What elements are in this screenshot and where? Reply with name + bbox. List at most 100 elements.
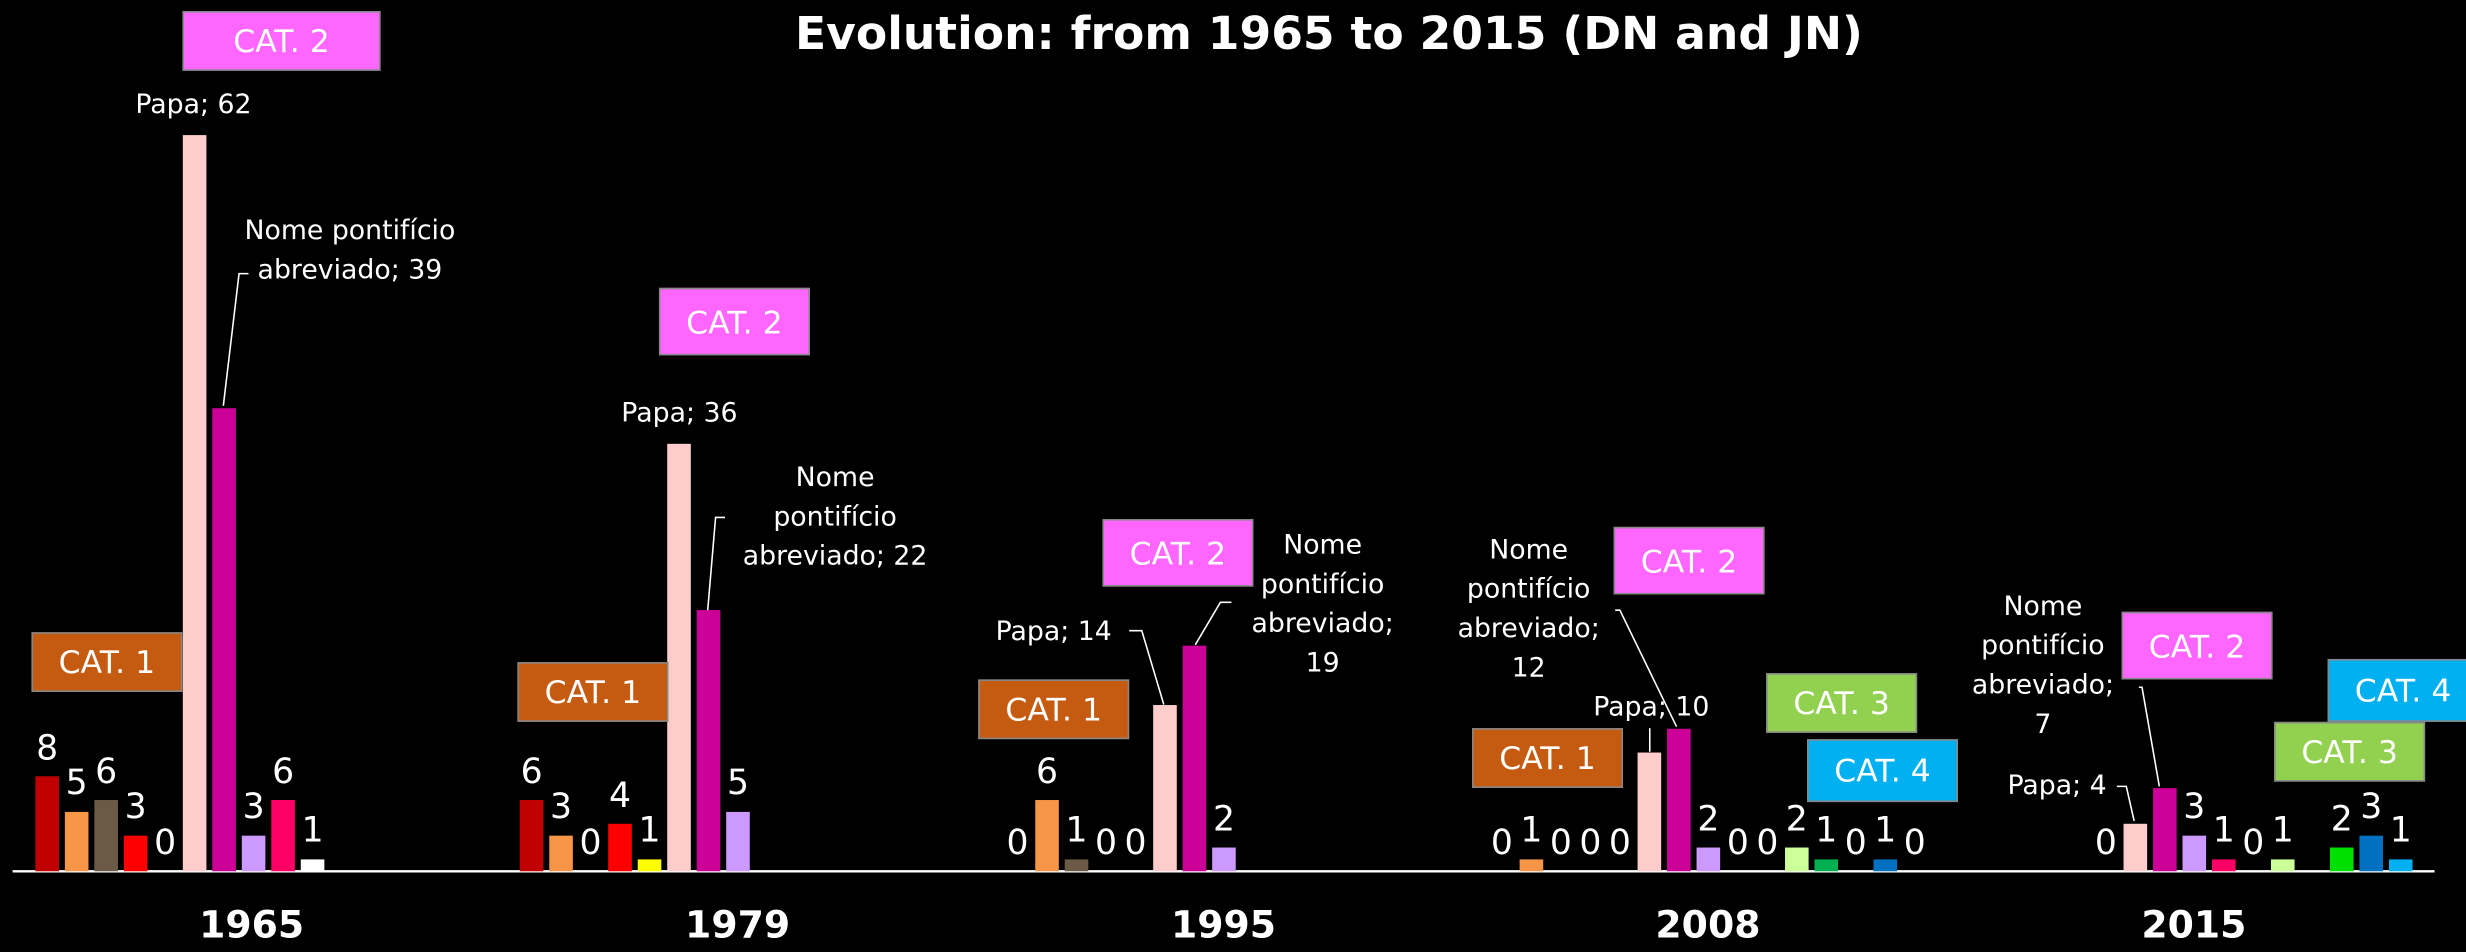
data-label: 6 [95, 752, 118, 793]
bar [94, 800, 118, 872]
category-box: CAT. 2 [1102, 518, 1254, 587]
data-label: 2 [1785, 800, 1808, 840]
data-label: Papa; 4 [2007, 770, 2107, 803]
bar [271, 800, 295, 872]
data-label: 4 [609, 776, 632, 816]
data-label: Papa; 62 [135, 89, 252, 122]
data-label: 0 [1094, 824, 1118, 864]
bar [2270, 859, 2295, 872]
data-label: 1 [2271, 812, 2294, 852]
bar [1873, 859, 1898, 872]
data-label: 0 [154, 824, 177, 864]
data-label: 0 [1124, 824, 1147, 864]
x-tick-label: 1965 [199, 902, 305, 947]
data-label: 0 [1844, 824, 1867, 864]
leader-line [222, 272, 249, 406]
data-label: 0 [1490, 824, 1513, 864]
category-box: CAT. 4 [1807, 739, 1959, 803]
bar [1667, 728, 1691, 872]
x-tick-label: 1979 [685, 902, 791, 947]
data-label: Nome pontifício abreviado; 12 [1457, 534, 1600, 685]
data-label: Nome pontifício abreviado; 19 [1251, 529, 1394, 680]
bar [2329, 847, 2354, 872]
bar [2359, 835, 2384, 872]
bar [2123, 823, 2148, 872]
data-label: Papa; 14 [995, 616, 1112, 648]
data-label: Nome pontifício abreviado; 7 [1971, 591, 2115, 741]
data-label: 5 [65, 764, 88, 805]
data-label: 0 [1903, 824, 1926, 864]
data-label: 0 [1549, 824, 1572, 864]
x-tick-label: 2015 [2141, 902, 2247, 947]
data-label: 0 [579, 824, 602, 864]
data-label: 0 [2242, 824, 2265, 864]
x-tick-label: 1995 [1171, 902, 1277, 947]
category-box: CAT. 1 [517, 662, 669, 722]
data-label: 1 [1815, 812, 1838, 852]
bar [519, 800, 544, 872]
chart-title: Evolution: from 1965 to 2015 (DN and JN) [794, 6, 1863, 60]
category-box: CAT. 2 [182, 11, 381, 71]
bar [241, 835, 266, 872]
bar [212, 408, 236, 872]
bar [549, 835, 573, 872]
category-box: CAT. 1 [31, 632, 183, 692]
data-label: 3 [2183, 788, 2206, 828]
bar [696, 610, 721, 872]
category-box: CAT. 2 [658, 287, 810, 356]
bar [2388, 859, 2413, 872]
data-label: 0 [1756, 824, 1779, 864]
data-label: 5 [726, 764, 749, 805]
data-label: 2 [1697, 800, 1720, 840]
bar [1064, 859, 1089, 872]
bar [1212, 847, 1236, 872]
bar [1153, 705, 1177, 872]
data-label: 0 [1006, 824, 1029, 864]
bar [2182, 835, 2207, 872]
bar [1519, 859, 1544, 872]
data-label: 1 [1065, 812, 1088, 852]
bar [123, 835, 148, 872]
bar [1637, 752, 1662, 872]
leader-line [1615, 609, 1678, 727]
data-label: 3 [124, 788, 147, 828]
data-label: 6 [272, 752, 295, 793]
category-box: CAT. 2 [2121, 611, 2273, 680]
category-box: CAT. 3 [2274, 721, 2426, 782]
category-box: CAT. 3 [1766, 673, 1918, 733]
category-box: CAT. 1 [1472, 728, 1624, 788]
data-label: Papa; 10 [1593, 691, 1710, 724]
data-label: 6 [520, 752, 543, 793]
data-label: 0 [1726, 824, 1749, 864]
data-label: 1 [301, 812, 324, 852]
leader-line [1129, 629, 1165, 705]
data-label: Papa; 36 [621, 397, 738, 430]
data-label: 1 [1874, 812, 1897, 852]
leader-line [2116, 785, 2135, 822]
data-label: Nome pontifício abreviado; 39 [244, 215, 456, 287]
bar [608, 823, 632, 872]
data-label: 3 [2360, 788, 2383, 828]
data-label: 3 [550, 788, 573, 828]
bar [1035, 800, 1059, 872]
bar [667, 443, 691, 872]
bar [182, 135, 207, 872]
bar [2212, 859, 2236, 872]
bar [35, 776, 59, 872]
data-label: 2 [2330, 800, 2353, 840]
bar [2153, 788, 2177, 872]
data-label: 6 [1036, 752, 1059, 793]
data-label: 0 [1579, 824, 1602, 864]
data-label: 1 [1520, 812, 1543, 852]
data-label: Nome pontifício abreviado; 22 [742, 462, 928, 573]
data-label: 0 [1608, 824, 1631, 864]
bar [1785, 847, 1809, 872]
bar [637, 859, 662, 872]
leader-line [1194, 601, 1232, 646]
bar [64, 811, 89, 872]
bar [1696, 847, 1721, 872]
bar [1182, 645, 1207, 872]
